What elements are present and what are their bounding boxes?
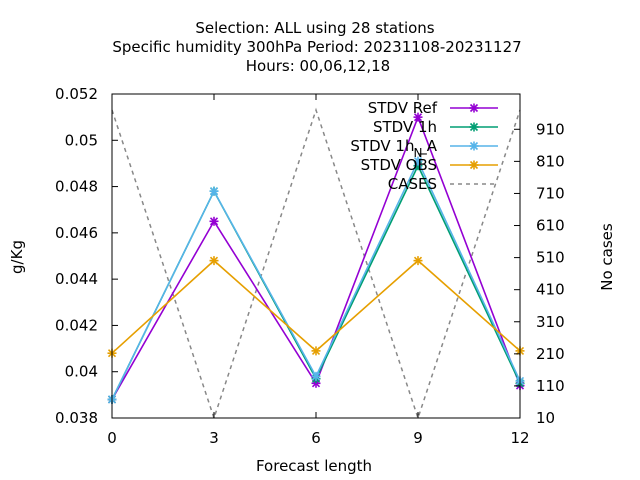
legend-marker-stdv-1h-a xyxy=(469,141,479,151)
x-tick-label: 9 xyxy=(413,429,423,447)
series-line-stdv-ref xyxy=(111,114,521,400)
y2-tick-label: 710 xyxy=(536,184,565,202)
series-line-stdv-1h xyxy=(111,163,521,400)
plot-border xyxy=(111,93,521,419)
y2-tick-label: 210 xyxy=(536,345,565,363)
legend-label-stdv-ref: STDV Ref xyxy=(368,99,438,117)
x-tick-label: 12 xyxy=(510,429,529,447)
data-point-stdv-1h-a xyxy=(311,371,321,381)
x-tick-label: 6 xyxy=(311,429,321,447)
data-point-stdv-obs xyxy=(413,256,423,266)
title-line-3: Hours: 00,06,12,18 xyxy=(246,57,390,75)
title-line-2: Specific humidity 300hPa Period: 2023110… xyxy=(112,38,521,56)
y-axis-label: g/Kg xyxy=(8,240,26,274)
y2-tick-label: 110 xyxy=(536,377,565,395)
legend-label-cases: CASES xyxy=(388,175,437,193)
y2-tick-label: 510 xyxy=(536,249,565,267)
y-tick-label: 0.042 xyxy=(55,316,98,334)
y2-tick-label: 310 xyxy=(536,313,565,331)
y-tick-label: 0.05 xyxy=(65,131,98,149)
y2-axis-label: No cases xyxy=(598,223,616,291)
y-tick-label: 0.044 xyxy=(55,270,98,288)
x-axis-label: Forecast length xyxy=(256,457,372,475)
data-point-stdv-1h-a xyxy=(413,156,423,166)
y2-tick-label: 410 xyxy=(536,281,565,299)
y2-tick-label: 610 xyxy=(536,217,565,235)
data-point-stdv-1h-a xyxy=(209,186,219,196)
y-tick-label: 0.052 xyxy=(55,85,98,103)
y-tick-label: 0.04 xyxy=(65,363,98,381)
legend-label-stdv-obs: STDV OBS xyxy=(361,156,437,174)
data-point-stdv-obs xyxy=(311,346,321,356)
legend-marker-stdv-ref xyxy=(469,103,479,113)
legend-marker-stdv-1h xyxy=(469,122,479,132)
y-tick-label: 0.048 xyxy=(55,178,98,196)
series-line-stdv-1h-a xyxy=(111,159,521,400)
y-tick-label: 0.046 xyxy=(55,224,98,242)
annotation-n: N xyxy=(414,146,423,160)
y2-tick-label: 910 xyxy=(536,120,565,138)
y-tick-label: 0.038 xyxy=(55,409,98,427)
chart-title: Selection: ALL using 28 stations Specifi… xyxy=(112,19,521,75)
legend-label-stdv-1h-a: STDV 1h _A xyxy=(350,137,437,156)
data-point-stdv-ref xyxy=(413,112,423,122)
data-point-stdv-ref xyxy=(209,216,219,226)
legend-marker-stdv-obs xyxy=(469,160,479,170)
y2-tick-label: 10 xyxy=(536,409,555,427)
x-tick-label: 3 xyxy=(209,429,219,447)
data-point-stdv-obs xyxy=(209,256,219,266)
title-line-1: Selection: ALL using 28 stations xyxy=(195,19,434,37)
series-layer xyxy=(107,107,525,421)
series-line-cases xyxy=(111,107,521,421)
axes: 0 3 6 9 12 0.038 0.04 0.042 0.044 0.046 0.048 0.05 0… xyxy=(55,85,565,447)
legend-label-stdv-1h: STDV 1h xyxy=(373,118,437,136)
y2-tick-label: 810 xyxy=(536,152,565,170)
x-tick-label: 0 xyxy=(107,429,117,447)
